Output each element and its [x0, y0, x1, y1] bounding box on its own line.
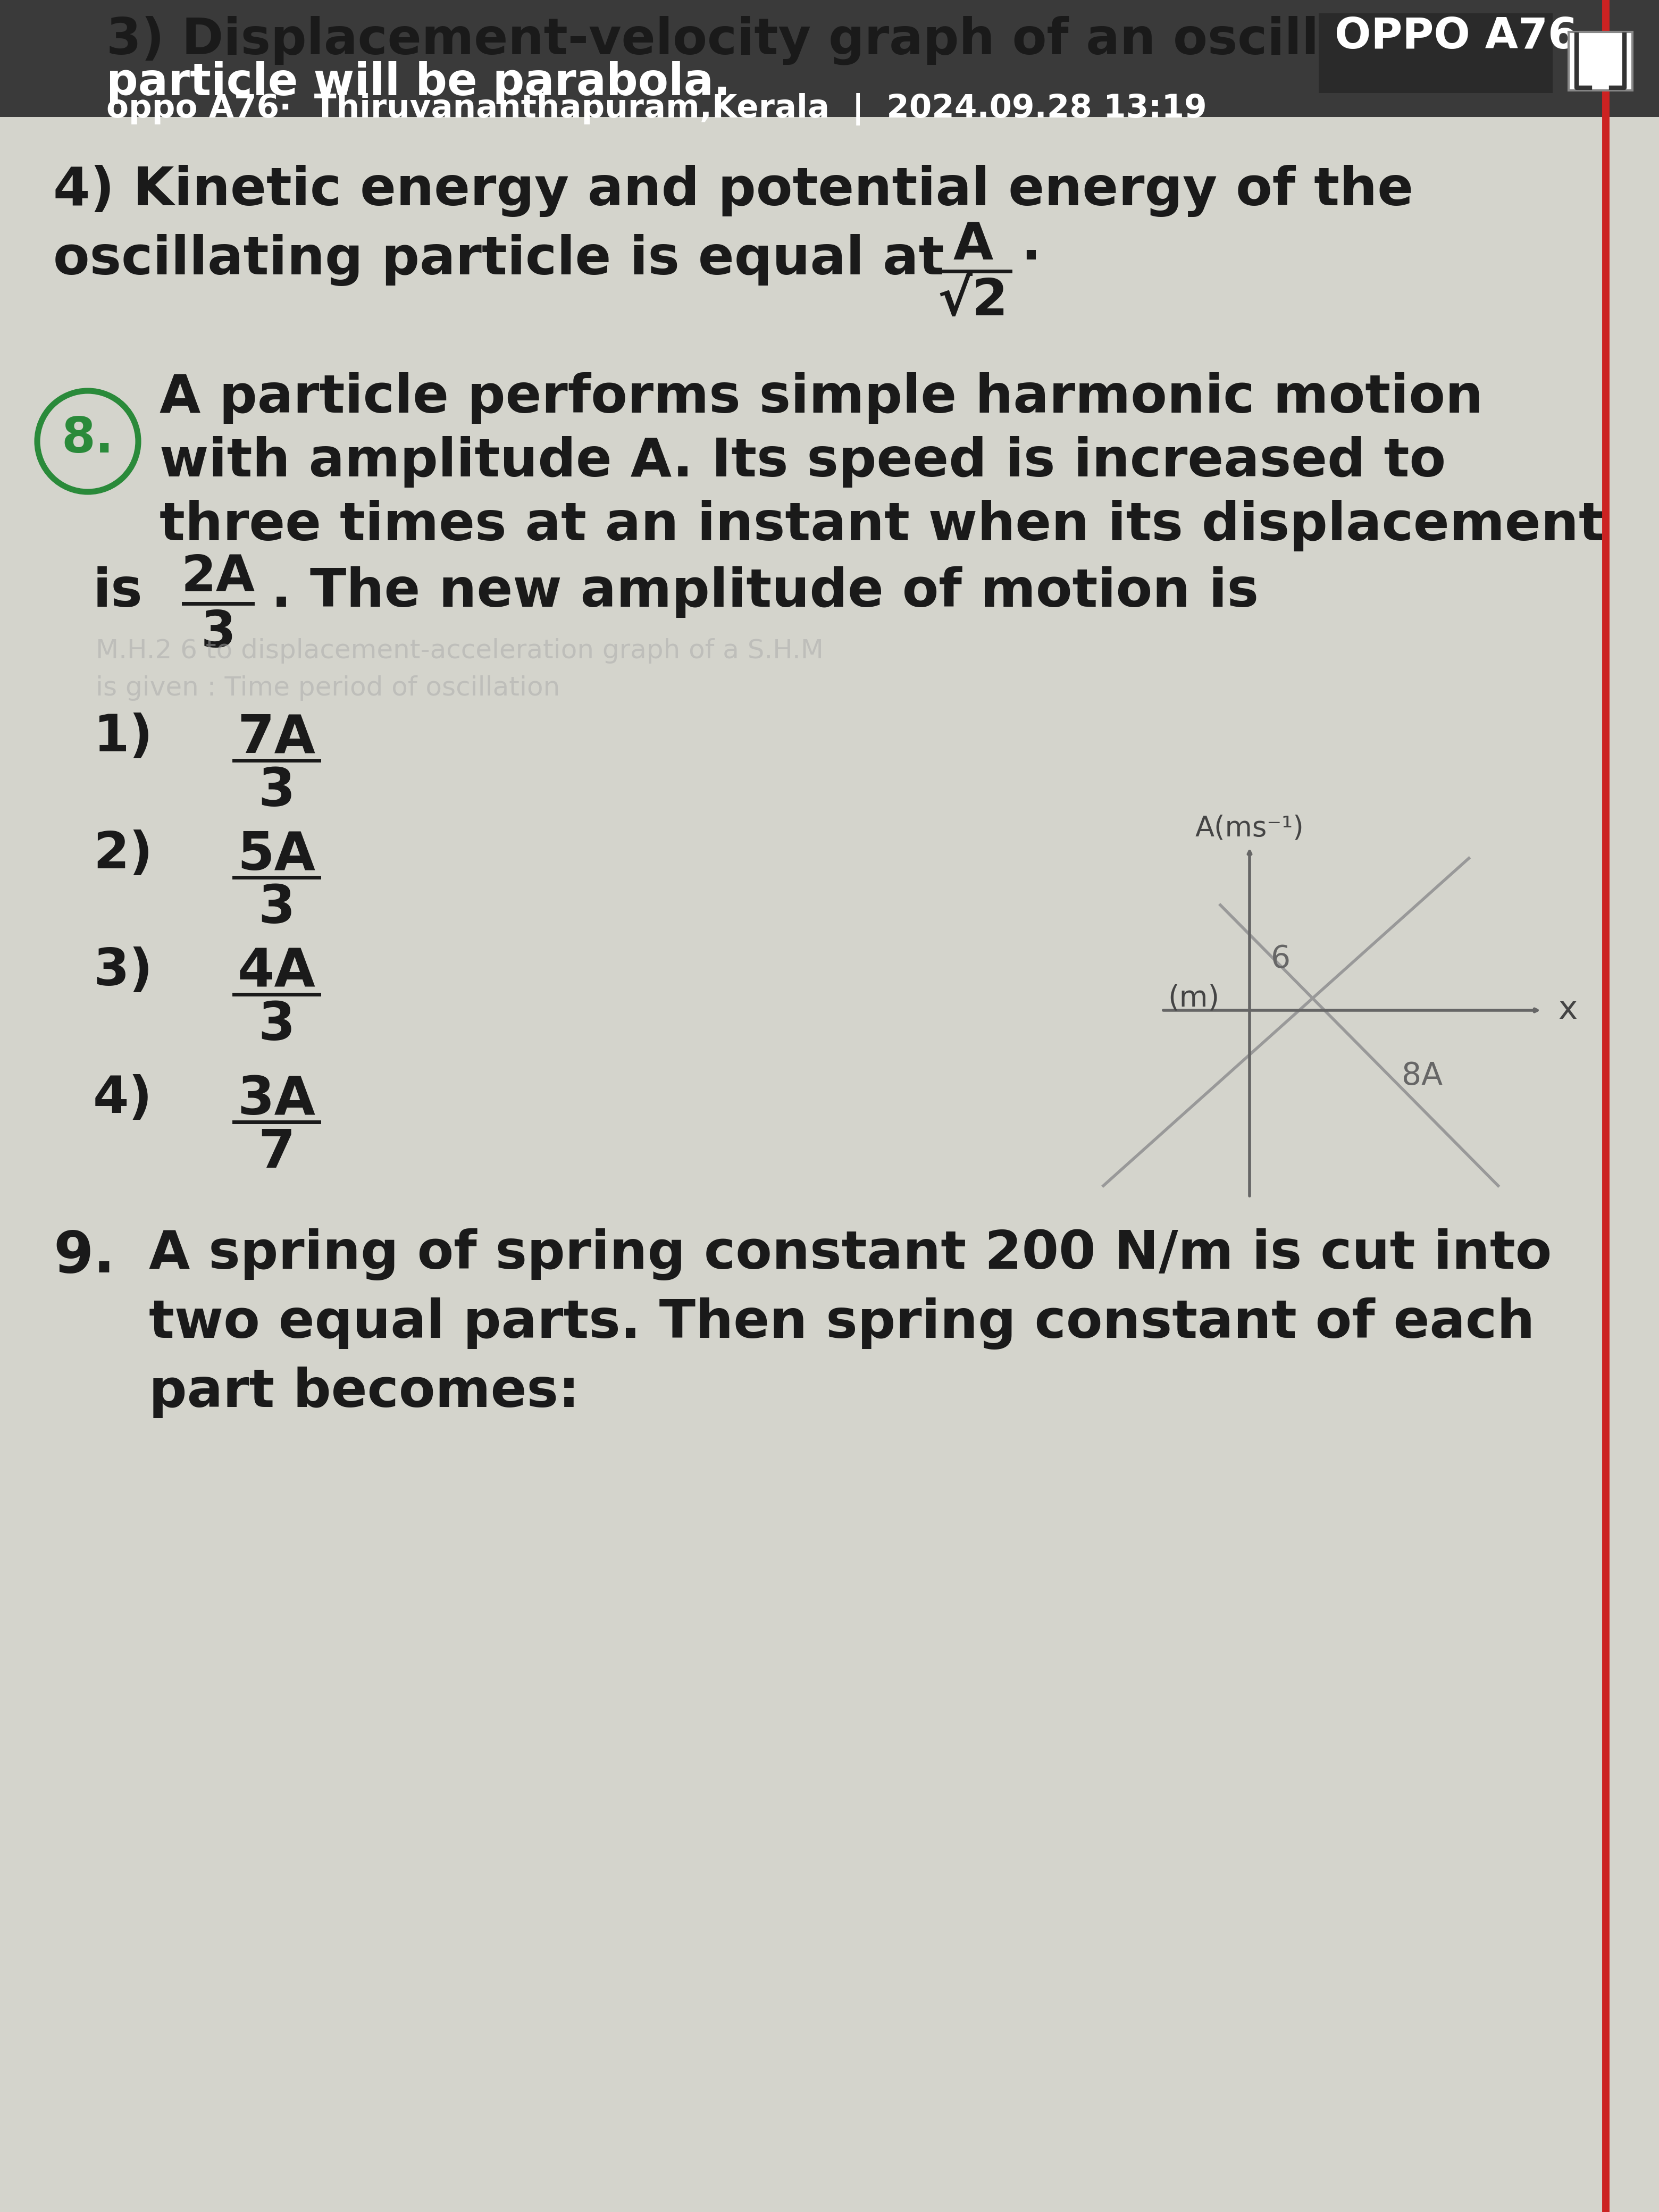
Text: with amplitude A. Its speed is increased to: with amplitude A. Its speed is increased…: [159, 436, 1447, 487]
Text: A particle performs simple harmonic motion: A particle performs simple harmonic moti…: [159, 372, 1483, 425]
Text: two equal parts. Then spring constant of each: two equal parts. Then spring constant of…: [149, 1298, 1535, 1349]
Text: 5A: 5A: [237, 830, 315, 880]
Text: (m): (m): [1168, 984, 1219, 1013]
Text: 1): 1): [93, 712, 153, 761]
Text: 3: 3: [259, 883, 295, 933]
Text: 3: 3: [259, 765, 295, 816]
Text: 3A: 3A: [237, 1075, 315, 1126]
Text: 8.: 8.: [61, 416, 114, 462]
Text: is given : Time period of oscillation: is given : Time period of oscillation: [96, 675, 561, 701]
Text: part becomes:: part becomes:: [149, 1367, 579, 1418]
Text: OPPO A76: OPPO A76: [1334, 15, 1578, 58]
Text: particle will be parabola.: particle will be parabola.: [106, 62, 730, 104]
Text: x: x: [1558, 995, 1578, 1026]
Text: M.H.2 6 to displacement-acceleration graph of a S.H.M: M.H.2 6 to displacement-acceleration gra…: [96, 637, 823, 664]
Text: 7A: 7A: [237, 712, 315, 763]
Text: A(ms⁻¹): A(ms⁻¹): [1194, 814, 1304, 843]
Text: 3: 3: [259, 1000, 295, 1051]
Text: 3: 3: [201, 608, 236, 657]
Text: 9.: 9.: [53, 1228, 114, 1285]
Text: 3): 3): [93, 947, 153, 995]
Text: A: A: [952, 221, 994, 270]
Text: is: is: [93, 566, 143, 617]
Text: A spring of spring constant 200 N/m is cut into: A spring of spring constant 200 N/m is c…: [149, 1228, 1551, 1281]
Text: √2: √2: [937, 276, 1009, 325]
Text: 7: 7: [259, 1128, 295, 1179]
Text: 6: 6: [1271, 945, 1291, 973]
Text: 8A: 8A: [1402, 1060, 1443, 1091]
Text: 3) Displacement-velocity graph of an oscillating: 3) Displacement-velocity graph of an osc…: [106, 15, 1465, 64]
Bar: [0, 0, 1659, 117]
Text: 2A: 2A: [181, 553, 255, 602]
Bar: [1319, 13, 1553, 93]
Text: . The new amplitude of motion is: . The new amplitude of motion is: [270, 566, 1259, 617]
Text: 4A: 4A: [237, 947, 315, 998]
Text: oppo A76·  Thiruvananthapuram,Kerala  |  2024.09.28 13:19: oppo A76· Thiruvananthapuram,Kerala | 20…: [106, 93, 1206, 126]
Bar: [1569, 31, 1632, 91]
Text: oscillating particle is equal at: oscillating particle is equal at: [53, 234, 944, 285]
Text: 4): 4): [93, 1075, 153, 1124]
Text: 2): 2): [93, 830, 153, 878]
Text: three times at an instant when its displacement: three times at an instant when its displ…: [159, 500, 1604, 551]
Text: 4) Kinetic energy and potential energy of the: 4) Kinetic energy and potential energy o…: [53, 166, 1413, 217]
Text: .: .: [1020, 221, 1040, 270]
